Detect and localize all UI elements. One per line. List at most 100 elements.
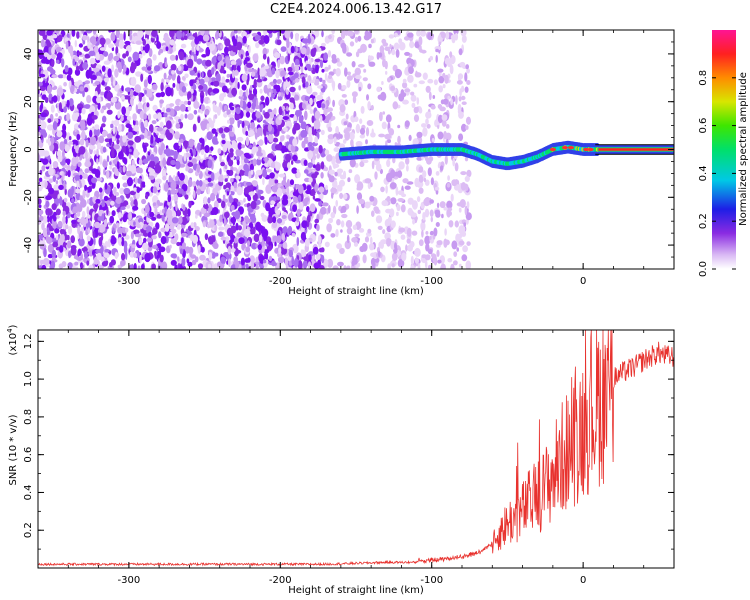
noise-blob <box>436 202 440 208</box>
noise-blob <box>458 96 462 102</box>
noise-blob <box>55 234 59 241</box>
noise-blob <box>162 157 167 167</box>
noise-blob <box>177 256 180 262</box>
noise-blob <box>65 40 69 50</box>
noise-blob <box>346 79 351 88</box>
noise-blob <box>136 187 141 194</box>
noise-blob <box>458 111 464 119</box>
noise-blob <box>193 190 196 199</box>
noise-blob <box>427 264 432 269</box>
noise-blob <box>314 110 321 120</box>
noise-blob <box>182 64 189 72</box>
noise-blob <box>264 156 268 164</box>
noise-blob <box>61 58 65 68</box>
noise-blob <box>315 163 321 171</box>
noise-blob <box>85 139 89 148</box>
noise-blob <box>414 72 422 78</box>
noise-blob <box>281 105 285 110</box>
noise-blob <box>63 81 67 87</box>
noise-blob <box>116 138 120 145</box>
noise-blob <box>347 71 351 76</box>
noise-blob <box>302 38 309 44</box>
noise-blob <box>76 133 81 141</box>
noise-blob <box>59 228 64 235</box>
noise-blob <box>171 70 175 75</box>
noise-blob <box>143 237 147 243</box>
noise-blob <box>41 264 47 269</box>
noise-blob <box>232 82 236 87</box>
noise-blob <box>297 184 304 194</box>
noise-blob <box>89 136 97 146</box>
noise-blob <box>235 261 239 269</box>
noise-blob <box>145 43 150 52</box>
noise-blob <box>126 147 129 157</box>
noise-blob <box>313 262 321 269</box>
noise-blob <box>46 215 51 223</box>
noise-blob <box>351 60 356 68</box>
noise-blob <box>189 143 193 148</box>
noise-blob <box>143 120 148 128</box>
noise-blob <box>162 107 166 113</box>
noise-blob <box>182 204 186 211</box>
noise-blob <box>435 171 440 176</box>
noise-blob <box>311 131 317 136</box>
noise-blob <box>425 85 431 93</box>
noise-blob <box>421 123 427 128</box>
noise-blob <box>192 84 197 91</box>
noise-blob <box>327 126 333 132</box>
noise-blob <box>102 115 107 123</box>
noise-blob <box>82 61 89 70</box>
noise-blob <box>398 227 406 233</box>
noise-blob <box>181 86 187 93</box>
noise-blob <box>312 91 318 96</box>
noise-blob <box>378 52 383 58</box>
noise-blob <box>151 83 158 90</box>
noise-blob <box>247 129 255 137</box>
noise-blob <box>268 178 275 186</box>
noise-blob <box>81 107 86 115</box>
noise-blob <box>413 83 418 88</box>
noise-blob <box>152 202 157 206</box>
noise-blob <box>316 224 320 232</box>
noise-blob <box>47 118 52 123</box>
noise-blob <box>314 136 318 144</box>
noise-blob <box>297 194 302 203</box>
noise-blob <box>227 119 230 124</box>
noise-blob <box>453 251 458 257</box>
noise-blob <box>233 181 238 189</box>
noise-blob <box>179 138 184 144</box>
noise-blob <box>418 107 423 114</box>
noise-blob <box>390 197 397 205</box>
noise-blob <box>118 237 122 244</box>
noise-blob <box>74 261 79 266</box>
noise-blob <box>100 91 105 96</box>
noise-blob <box>156 127 164 132</box>
noise-blob <box>42 258 50 266</box>
noise-blob <box>206 131 213 141</box>
noise-blob <box>269 172 275 179</box>
noise-blob <box>321 254 325 264</box>
noise-blob <box>124 87 132 92</box>
noise-blob <box>196 188 201 196</box>
noise-blob <box>196 79 200 85</box>
noise-blob <box>235 59 242 68</box>
noise-blob <box>454 220 459 228</box>
noise-blob <box>290 45 295 54</box>
noise-blob <box>448 220 454 228</box>
noise-blob <box>95 249 102 254</box>
noise-blob <box>464 175 470 182</box>
noise-blob <box>89 144 96 150</box>
noise-blob <box>39 128 47 136</box>
noise-blob <box>75 65 80 71</box>
noise-blob <box>269 118 273 124</box>
noise-blob <box>427 248 433 255</box>
noise-blob <box>328 119 332 128</box>
noise-blob <box>392 156 396 164</box>
noise-blob <box>292 243 299 254</box>
noise-blob <box>46 227 50 233</box>
noise-blob <box>115 30 120 39</box>
noise-blob <box>160 91 166 98</box>
noise-blob <box>121 253 126 261</box>
noise-blob <box>66 158 71 166</box>
noise-blob <box>313 98 317 103</box>
